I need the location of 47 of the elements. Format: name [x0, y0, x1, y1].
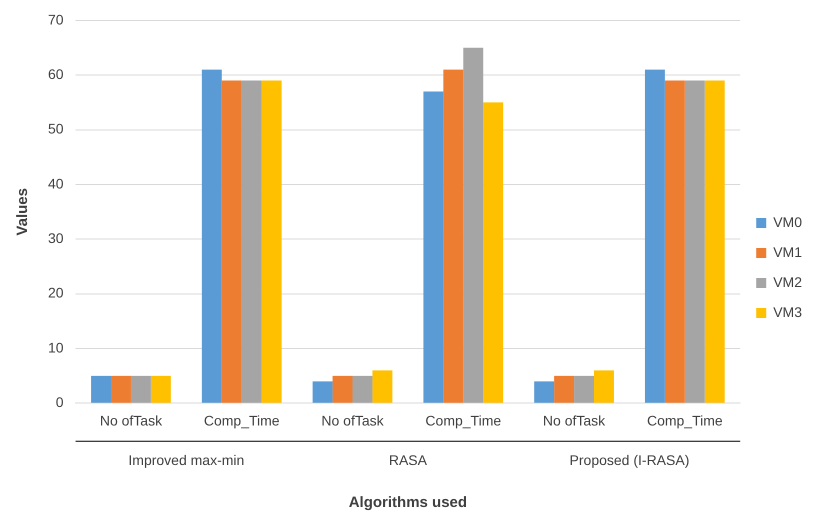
bar — [534, 381, 554, 403]
bar — [644, 70, 665, 403]
bar — [242, 80, 262, 403]
bar — [684, 80, 705, 403]
x-tick-label: No ofTask — [100, 412, 164, 428]
legend-label: VM1 — [773, 244, 802, 260]
x-tick-label: No ofTask — [321, 412, 385, 428]
bar — [664, 80, 685, 403]
legend-label: VM2 — [773, 274, 802, 290]
bar — [130, 376, 151, 403]
bar — [423, 91, 444, 403]
bar — [352, 376, 372, 403]
legend-label: VM3 — [773, 304, 802, 320]
bar — [704, 80, 725, 403]
x-axis-title: Algorithms used — [348, 494, 468, 512]
bar — [574, 376, 594, 403]
bar — [443, 70, 464, 403]
bar — [483, 102, 504, 403]
x-tick-label: Comp_Time — [646, 412, 723, 428]
bar — [312, 381, 333, 403]
bar — [150, 376, 171, 403]
y-tick-label: 70 — [48, 11, 64, 28]
y-axis-title: Values — [14, 188, 32, 236]
text: Proposed (I-RASA) — [570, 452, 690, 468]
y-tick-label: 30 — [48, 230, 64, 246]
bar — [463, 48, 484, 403]
y-tick-label: 60 — [48, 66, 64, 82]
text: Improved max-min — [128, 452, 244, 468]
bar — [111, 376, 131, 403]
bar — [91, 376, 112, 403]
bar — [554, 376, 574, 403]
y-tick-label: 10 — [48, 339, 64, 356]
bar — [372, 370, 392, 403]
y-tick-label: 40 — [48, 175, 64, 192]
y-tick-label: 20 — [48, 284, 64, 301]
bar — [202, 70, 222, 403]
x-tick-label: Comp_Time — [204, 412, 280, 428]
text: RASA — [388, 452, 428, 468]
x-tick-label: Comp_Time — [425, 412, 502, 428]
x-tick-label: No ofTask — [542, 412, 606, 428]
bar — [262, 80, 282, 403]
bar — [594, 370, 614, 403]
bar — [222, 80, 242, 403]
y-tick-label: 0 — [56, 394, 64, 410]
bar — [332, 376, 353, 403]
legend-label: VM0 — [773, 214, 802, 230]
y-tick-label: 50 — [48, 120, 64, 137]
